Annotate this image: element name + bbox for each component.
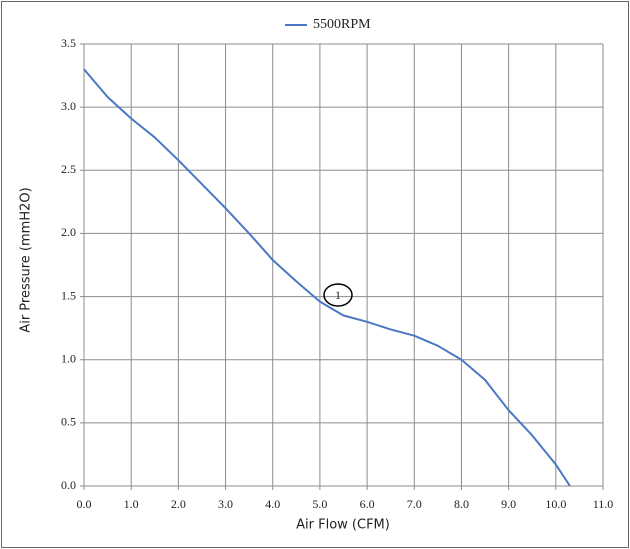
x-tick-label: 6.0 — [360, 497, 375, 511]
y-tick-label: 3.0 — [61, 99, 76, 113]
x-tick-label: 11.0 — [593, 497, 614, 511]
y-tick-label: 1.5 — [61, 288, 76, 302]
x-tick-label: 2.0 — [171, 497, 186, 511]
y-axis-title: Air Pressure (mmH2O) — [19, 187, 34, 332]
y-tick-label: 2.0 — [61, 225, 76, 239]
x-tick-label: 1.0 — [124, 497, 139, 511]
annotation: 1 — [335, 288, 341, 302]
x-tick-label: 7.0 — [407, 497, 422, 511]
y-tick-label: 3.5 — [61, 36, 76, 50]
x-tick-label: 9.0 — [501, 497, 516, 511]
y-tick-label: 0.5 — [61, 415, 76, 429]
x-tick-label: 0.0 — [77, 497, 92, 511]
x-axis-title: Air Flow (CFM) — [296, 518, 390, 533]
x-tick-label: 4.0 — [265, 497, 280, 511]
y-tick-label: 2.5 — [61, 162, 76, 176]
x-tick-label: 5.0 — [312, 497, 327, 511]
y-tick-label: 0.0 — [61, 478, 76, 492]
x-tick-label: 8.0 — [454, 497, 469, 511]
x-tick-label: 3.0 — [218, 497, 233, 511]
y-tick-label: 1.0 — [61, 351, 76, 365]
annotation-circle — [323, 283, 353, 307]
data-line — [83, 68, 571, 487]
x-tick-label: 10.0 — [545, 497, 566, 511]
legend-label: 5500RPM — [313, 17, 371, 32]
